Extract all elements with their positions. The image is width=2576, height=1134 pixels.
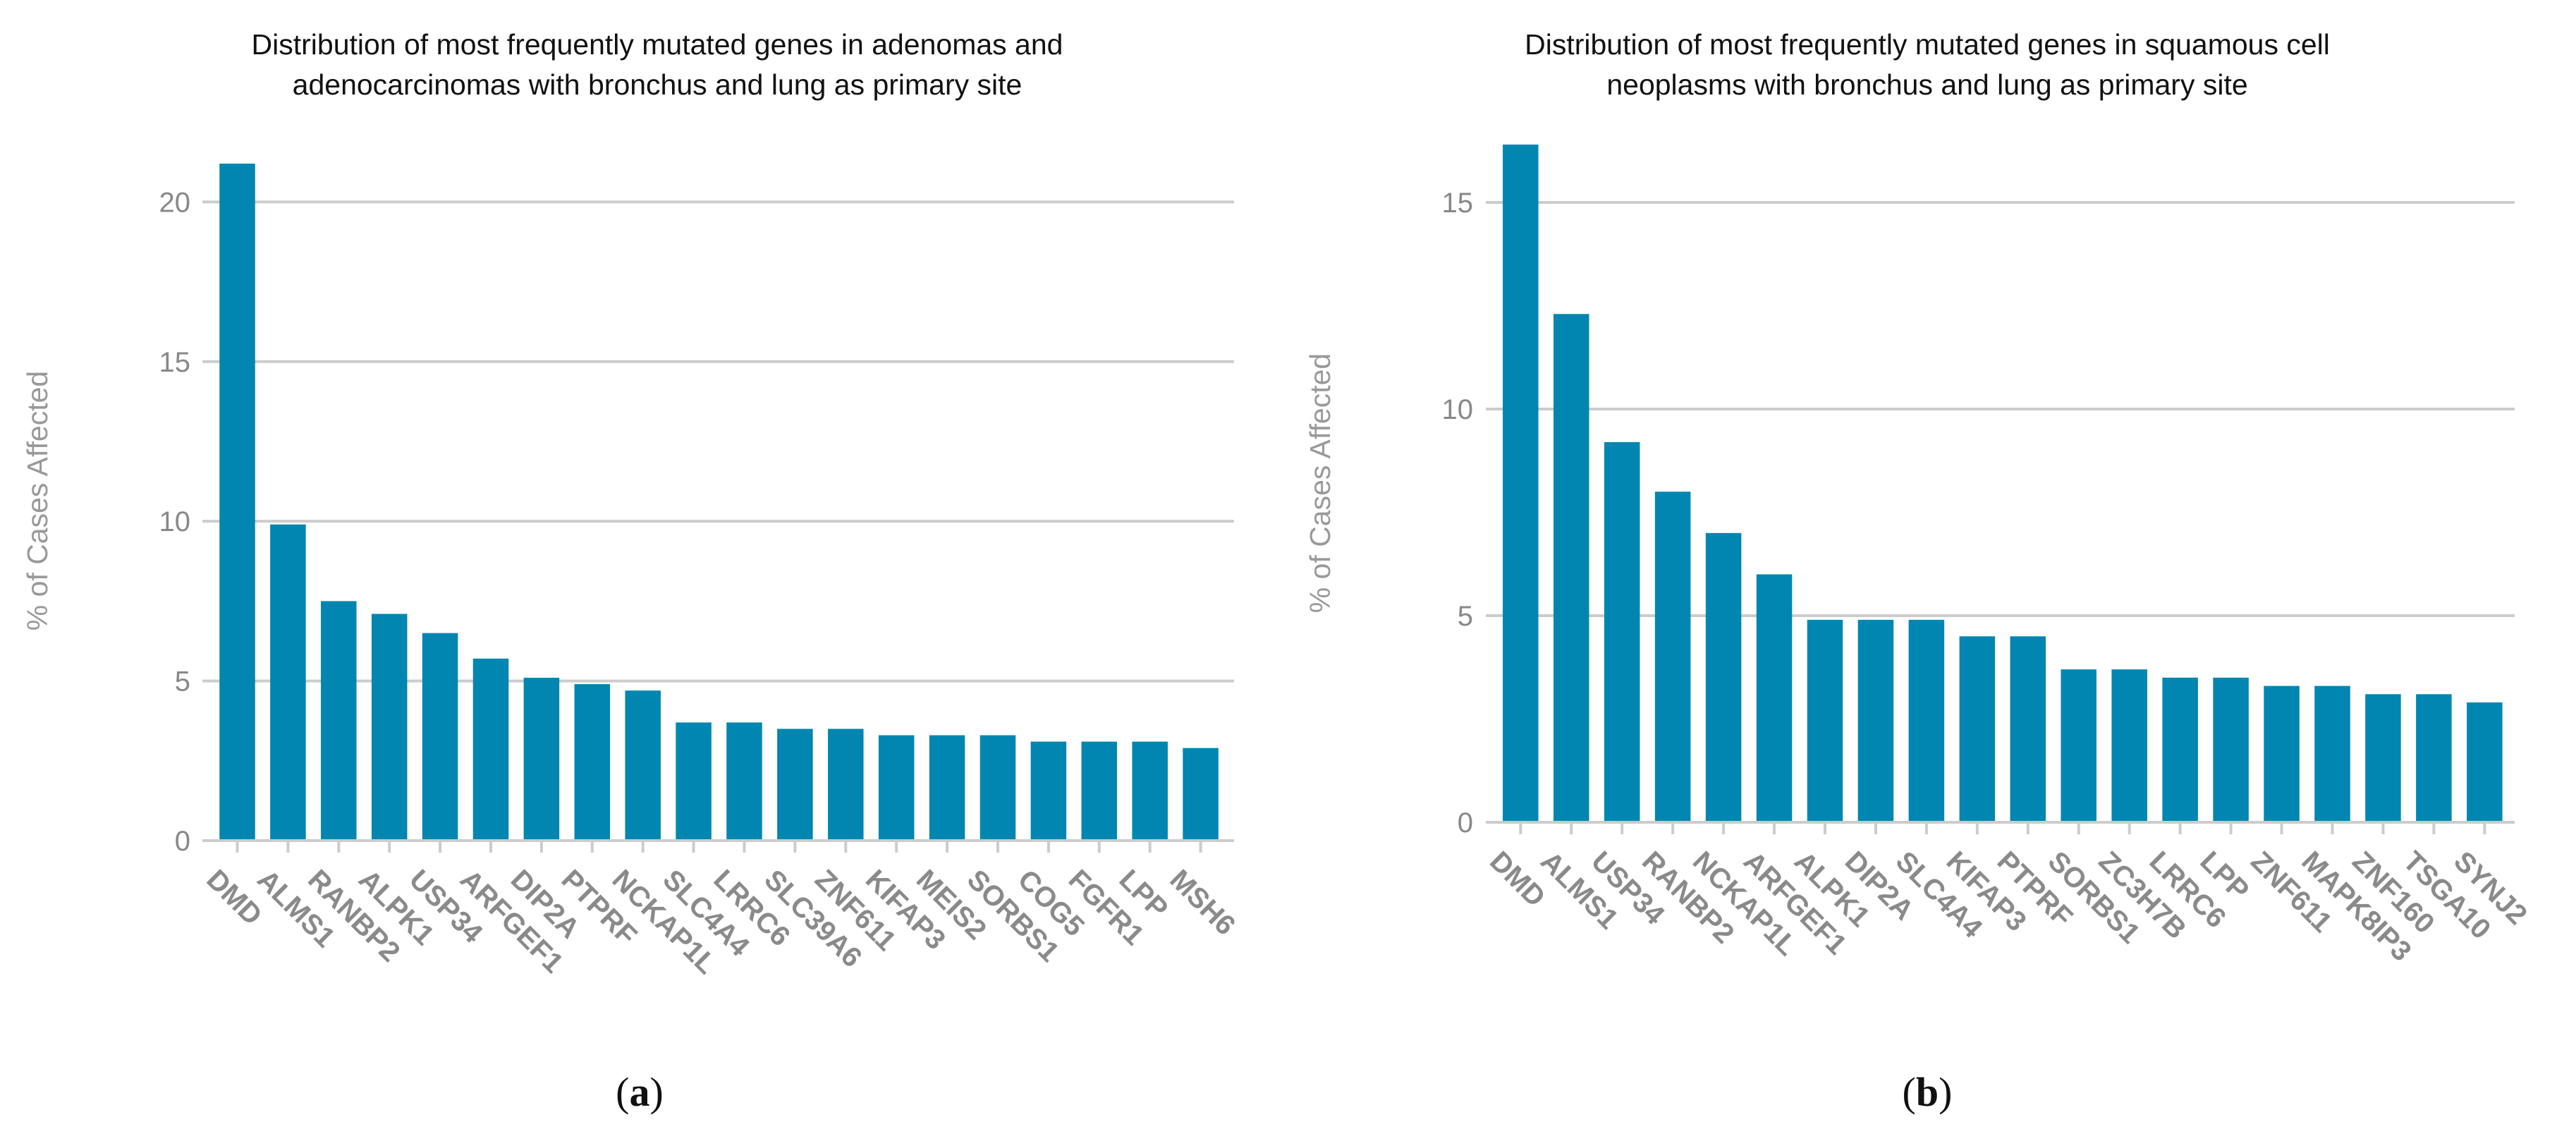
bar-nckap1l	[1705, 532, 1742, 822]
y-tick-label: 5	[1458, 601, 1473, 632]
bar-fgfr1	[1081, 741, 1118, 841]
bar-alms1	[1553, 314, 1589, 822]
figure-caption-b: (b)	[1903, 1069, 1953, 1115]
bar-arfgef1	[472, 658, 509, 841]
bar-lrrc6	[726, 722, 762, 841]
x-tick-label: MSH6	[1164, 864, 1241, 941]
bar-meis2	[929, 735, 965, 841]
bar-kifap3	[878, 735, 915, 841]
y-tick-label: 15	[159, 347, 191, 378]
x-tick-label: DMD	[1484, 846, 1551, 913]
chart-panel-b: Distribution of most frequently mutated …	[1304, 28, 2533, 1115]
bar-usp34	[1604, 441, 1640, 822]
bars	[219, 164, 1219, 841]
bar-ranbp2	[1654, 492, 1691, 822]
y-tick-labels: 0 5 10 15	[1442, 188, 1474, 839]
x-tick-label: DMD	[200, 864, 268, 932]
bar-tsga10	[2416, 694, 2452, 822]
y-tick-label: 10	[1442, 394, 1474, 425]
y-tick-label: 5	[175, 666, 190, 697]
bar-znf160	[2365, 694, 2401, 822]
bar-dmd	[219, 164, 255, 841]
bar-znf611	[828, 728, 864, 841]
bar-dip2a	[523, 678, 560, 841]
y-tick-label: 0	[1458, 807, 1473, 839]
gridlines	[1486, 201, 2515, 618]
gridlines	[202, 200, 1234, 683]
y-tick-labels: 0 5 10 15 20	[159, 187, 191, 857]
bar-dmd	[1503, 145, 1539, 822]
y-tick-label: 15	[1442, 188, 1474, 219]
bar-ranbp2	[321, 601, 357, 841]
y-axis-label: % of Cases Affected	[1304, 353, 1336, 613]
bar-ptprf	[574, 684, 611, 841]
bar-sorbs1	[2061, 669, 2096, 822]
bars	[1503, 145, 2503, 822]
y-tick-label: 0	[175, 826, 190, 857]
bar-kifap3	[1959, 636, 1996, 822]
bar-dip2a	[1857, 619, 1894, 822]
bar-alpk1	[1807, 619, 1843, 822]
bar-slc39a6	[777, 728, 813, 841]
y-axis-label: % of Cases Affected	[21, 371, 54, 630]
bar-ptprf	[2010, 636, 2046, 822]
chart-title-line-2: neoplasms with bronchus and lung as prim…	[1606, 68, 2247, 101]
bar-cog5	[1030, 741, 1067, 841]
bar-lpp	[1132, 741, 1168, 841]
chart-title-line-1: Distribution of most frequently mutated …	[252, 28, 1063, 61]
chart-title-line-2: adenocarcinomas with bronchus and lung a…	[293, 68, 1023, 101]
y-tick-label: 20	[159, 187, 191, 218]
bar-usp34	[422, 633, 458, 841]
chart-panel-a: Distribution of most frequently mutated …	[21, 28, 1241, 1115]
bar-nckap1l	[625, 690, 661, 841]
figure-caption-a: (a)	[616, 1069, 664, 1115]
bar-mapk8ip3	[2314, 685, 2350, 822]
x-tick-labels: DMDALMS1USP34RANBP2NCKAP1LARFGEF1ALPK1DI…	[1484, 822, 2533, 968]
bar-msh6	[1183, 748, 1219, 841]
bar-alms1	[270, 524, 306, 841]
bar-sorbs1	[979, 735, 1016, 841]
bar-synj2	[2467, 702, 2503, 822]
y-tick-label: 10	[159, 506, 191, 537]
bar-lrrc6	[2162, 677, 2198, 822]
x-tick-labels: DMDALMS1RANBP2ALPK1USP34ARFGEF1DIP2APTPR…	[200, 841, 1241, 980]
bar-lpp	[2213, 677, 2249, 822]
chart-title-line-1: Distribution of most frequently mutated …	[1525, 28, 2330, 61]
bar-slc4a4	[676, 722, 712, 841]
bar-arfgef1	[1756, 574, 1793, 822]
bar-znf611	[2264, 685, 2300, 822]
bar-alpk1	[371, 614, 408, 841]
bar-zc3h7b	[2111, 669, 2147, 822]
bar-slc4a4	[1908, 619, 1945, 822]
